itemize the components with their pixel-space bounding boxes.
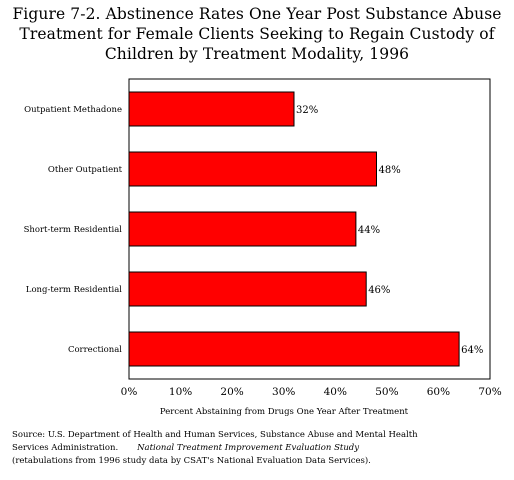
bar-correctional	[128, 331, 460, 367]
value-labels: 32% 48% 44% 46% 64%	[296, 105, 483, 356]
x-tick-label-40: 40%	[324, 386, 347, 398]
title-line-3: Children by Treatment Modality, 1996	[104, 45, 410, 63]
x-tick-label-30: 30%	[272, 386, 295, 398]
source-line-2-text: Services Administration.	[12, 443, 119, 453]
x-tick-label-10: 10%	[169, 386, 192, 398]
title-line-1: Figure 7-2. Abstinence Rates One Year Po…	[12, 5, 502, 23]
value-label-outpatient-methadone: 32%	[296, 105, 318, 116]
value-label-correctional: 64%	[461, 345, 483, 356]
x-tick-label-20: 20%	[220, 386, 243, 398]
source-line-2: Services Administration. National Treatm…	[12, 442, 507, 455]
x-tick-label-50: 50%	[375, 386, 398, 398]
bar-chart: Outpatient Methadone Other Outpatient Shor…	[24, 78, 502, 417]
category-label-correctional: Correctional	[68, 345, 122, 355]
value-label-long-term-residential: 46%	[368, 285, 390, 296]
category-label-short-term-residential: Short-term Residential	[24, 225, 123, 235]
bars-group	[128, 91, 460, 367]
source-note: Source: U.S. Department of Health and Hu…	[12, 429, 507, 468]
x-tick-label-70: 70%	[478, 386, 501, 398]
chart-title: Figure 7-2. Abstinence Rates One Year Po…	[0, 4, 514, 64]
category-label-outpatient-methadone: Outpatient Methadone	[24, 105, 122, 115]
title-line-2: Treatment for Female Clients Seeking to …	[19, 25, 495, 43]
bar-outpatient-methadone	[128, 91, 295, 127]
bar-long-term-residential	[128, 271, 367, 307]
category-labels: Outpatient Methadone Other Outpatient Shor…	[24, 105, 123, 355]
bar-other-outpatient	[128, 151, 377, 187]
category-label-long-term-residential: Long-term Residential	[26, 285, 122, 295]
value-label-other-outpatient: 48%	[379, 165, 401, 176]
x-axis-label: Percent Abstaining from Drugs One Year A…	[160, 407, 409, 417]
x-tick-label-0: 0%	[121, 386, 138, 398]
source-line-3: (retabulations from 1996 study data by C…	[12, 456, 371, 466]
source-study-title: National Treatment Improvement Evaluatio…	[137, 443, 360, 453]
bar-short-term-residential	[128, 211, 357, 247]
source-line-1: Source: U.S. Department of Health and Hu…	[12, 430, 418, 440]
value-label-short-term-residential: 44%	[358, 225, 380, 236]
x-tick-label-60: 60%	[427, 386, 450, 398]
x-axis-ticks: 0% 10% 20% 30% 40% 50% 60% 70%	[121, 386, 502, 398]
category-label-other-outpatient: Other Outpatient	[48, 165, 123, 175]
